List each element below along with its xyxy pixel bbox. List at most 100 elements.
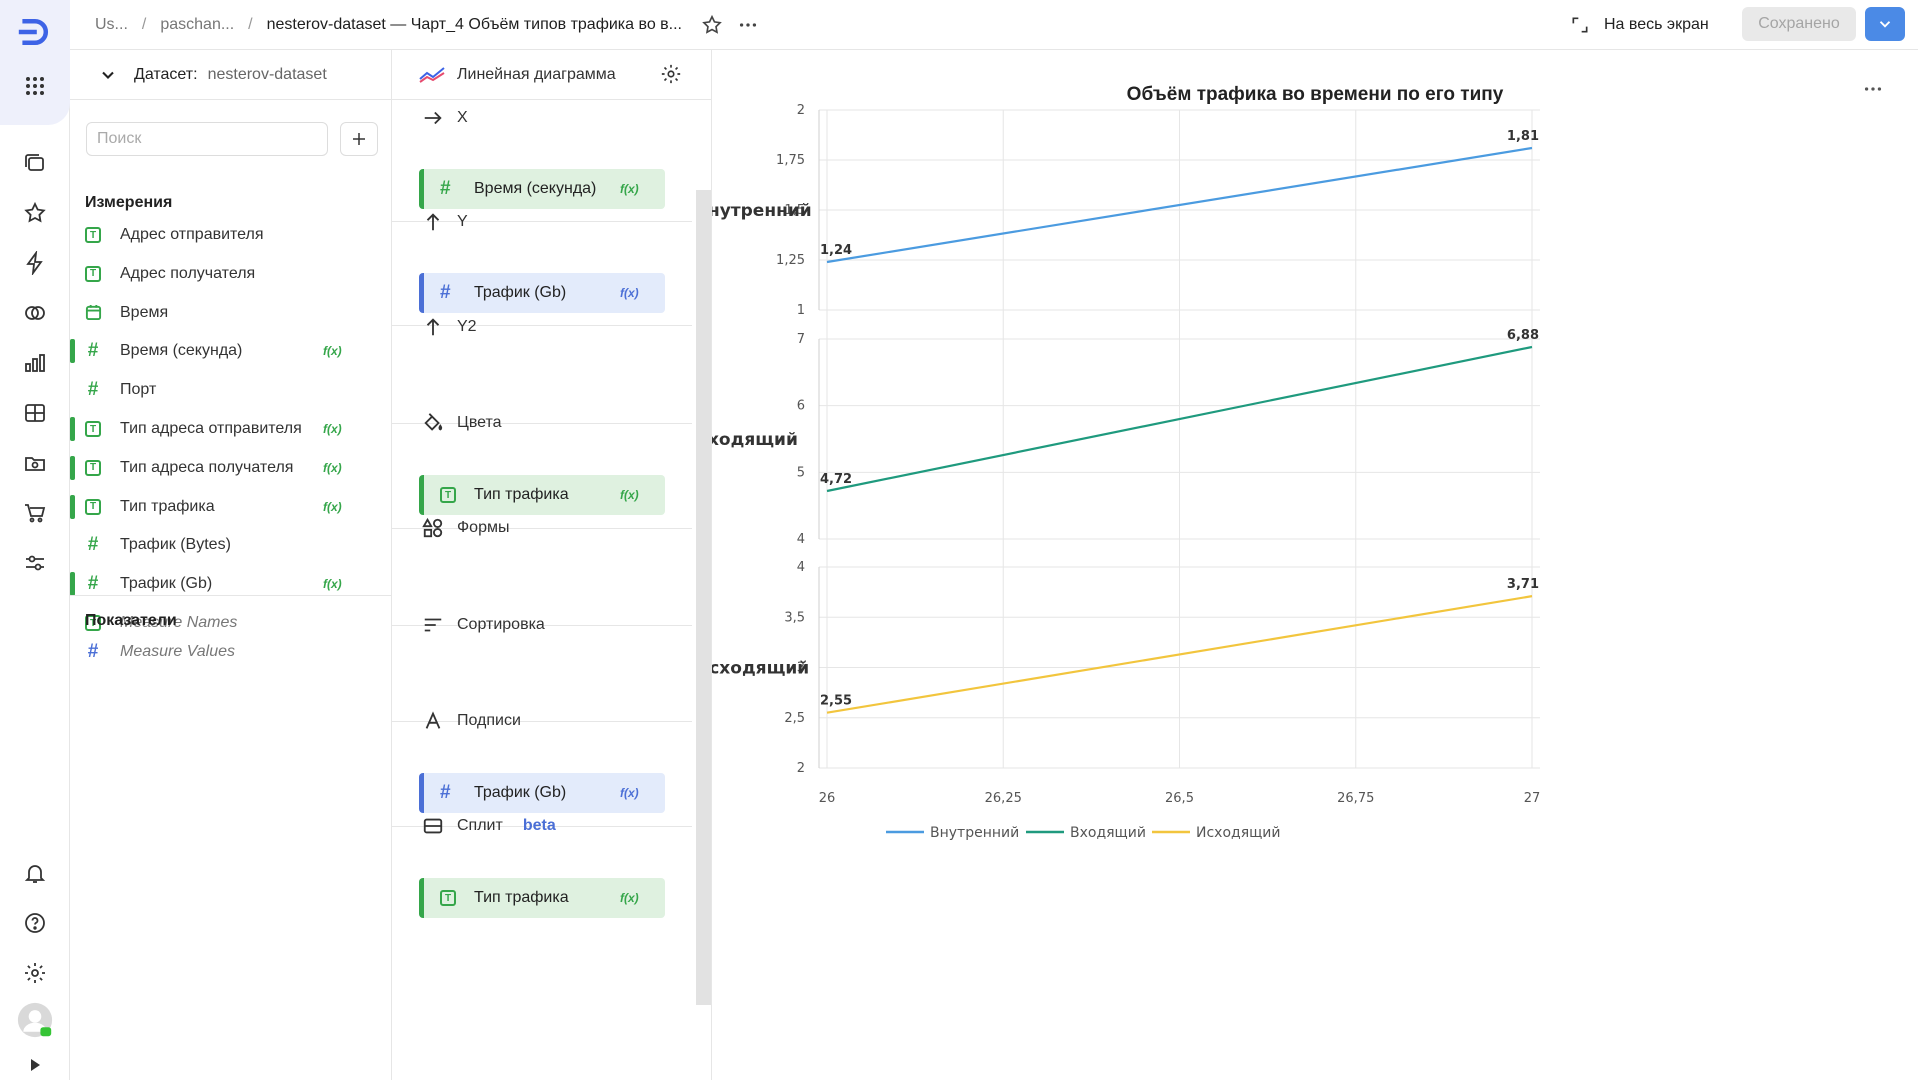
dimension-field[interactable]: # Порт: [70, 375, 392, 405]
y-tick-label: 7: [797, 332, 805, 347]
measure-field[interactable]: # Measure Values: [70, 637, 392, 667]
chart-more-icon[interactable]: [1862, 78, 1884, 105]
settings-gear-icon[interactable]: [17, 955, 53, 991]
more-actions-icon[interactable]: [734, 11, 762, 39]
split-label: Входящий: [712, 430, 798, 450]
field-name: Адрес получателя: [120, 264, 256, 282]
favorite-star-icon[interactable]: [698, 11, 726, 39]
calendar-icon: [84, 304, 102, 322]
dimension-field[interactable]: T Адрес отправителя: [70, 220, 392, 250]
nav-rail: [0, 0, 70, 1080]
help-icon[interactable]: [17, 905, 53, 941]
section-4: Цвета T Тип трафика f(x): [392, 413, 692, 529]
chip-field-name: Трафик (Gb): [474, 784, 567, 801]
section-title-label: Подписи: [457, 712, 521, 729]
section-title: Формы: [421, 516, 509, 540]
field-name: Тип трафика: [120, 497, 215, 515]
section-8: Сплит beta T Тип трафика f(x): [392, 817, 692, 1002]
datalens-logo-icon[interactable]: [17, 14, 53, 50]
arrow-up-icon: [421, 315, 445, 339]
section-2: Y # Трафик (Gb) f(x): [392, 213, 692, 326]
charts-icon[interactable]: [17, 345, 53, 381]
field-chip[interactable]: T Тип трафика f(x): [419, 475, 665, 515]
saved-button[interactable]: Сохранено: [1742, 7, 1856, 41]
sections-scrollbar[interactable]: [694, 140, 711, 1005]
dimensions-title: Измерения: [85, 194, 173, 211]
expand-rail-icon[interactable]: [17, 1054, 53, 1076]
x-tick-label: 26,5: [1165, 791, 1194, 806]
dashboards-icon[interactable]: [17, 395, 53, 431]
fullscreen-button[interactable]: На весь экран: [1570, 10, 1709, 40]
y-tick-label: 3: [797, 661, 805, 676]
notifications-bell-icon[interactable]: [17, 855, 53, 891]
marketplace-cart-icon[interactable]: [17, 495, 53, 531]
y-tick-label: 1,75: [776, 153, 805, 168]
line-chart: 2626,2526,526,752711,251,51,752Внутренни…: [712, 103, 1540, 841]
user-avatar[interactable]: [17, 1002, 53, 1038]
breadcrumb-folder[interactable]: paschan...: [160, 15, 235, 33]
field-chip[interactable]: # Трафик (Gb) f(x): [419, 273, 665, 313]
chevron-down-icon[interactable]: [98, 65, 118, 85]
section-1: X # Время (секунда) f(x): [392, 101, 692, 222]
field-chip[interactable]: T Тип трафика f(x): [419, 878, 665, 918]
series-line-2: [826, 345, 1533, 493]
apps-grid-icon[interactable]: [17, 68, 53, 104]
workbooks-icon[interactable]: [17, 445, 53, 481]
breadcrumb-root[interactable]: Us...: [95, 15, 128, 33]
favorites-star-icon[interactable]: [17, 195, 53, 231]
field-usage-marker: [70, 494, 75, 519]
dataset-name[interactable]: nesterov-dataset: [207, 65, 327, 83]
y-tick-label: 2,5: [784, 711, 805, 726]
sort-icon: [421, 613, 445, 637]
y-tick-label: 3,5: [784, 610, 805, 625]
scrollbar-thumb[interactable]: [696, 190, 711, 1005]
collections-icon[interactable]: [17, 145, 53, 181]
chip-field-name: Тип трафика: [474, 889, 569, 906]
series-line-3: [826, 595, 1533, 714]
field-name: Время: [120, 303, 169, 321]
dimension-field[interactable]: T Адрес получателя: [70, 259, 392, 289]
chip-field-name: Время (секунда): [474, 180, 597, 197]
formula-fx-icon: f(x): [620, 891, 639, 905]
dimension-field[interactable]: Время: [70, 298, 392, 328]
dimension-field[interactable]: T Measure Names: [70, 608, 392, 638]
section-title: Y2: [421, 315, 477, 339]
visualization-settings-gear-icon[interactable]: [660, 63, 682, 90]
chevron-down-icon: [1879, 21, 1891, 28]
section-title-label: Сплит: [457, 817, 503, 834]
field-search-input[interactable]: [86, 122, 328, 156]
field-chip[interactable]: # Трафик (Gb) f(x): [419, 773, 665, 813]
section-divider: [70, 595, 392, 596]
y-tick-label: 1,25: [776, 253, 805, 268]
connections-bolt-icon[interactable]: [17, 245, 53, 281]
add-field-button[interactable]: [340, 122, 378, 156]
text-type-icon: T: [440, 487, 456, 503]
field-chip[interactable]: # Время (секунда) f(x): [419, 169, 665, 209]
field-name: Трафик (Bytes): [120, 536, 231, 554]
text-type-icon: T: [84, 614, 102, 632]
dimension-field[interactable]: # Трафик (Bytes): [70, 530, 392, 560]
save-dropdown-button[interactable]: [1865, 7, 1905, 41]
field-usage-marker: [70, 339, 75, 364]
formula-fx-icon: f(x): [620, 286, 639, 300]
dimension-field[interactable]: T Тип адреса получателя f(x): [70, 453, 392, 483]
dataset-label: Датасет:: [134, 65, 198, 83]
dimension-field[interactable]: # Время (секунда) f(x): [70, 336, 392, 366]
dimension-field[interactable]: # Трафик (Gb) f(x): [70, 569, 392, 599]
formula-fx-icon: f(x): [323, 422, 342, 436]
fullscreen-label: На весь экран: [1604, 16, 1709, 33]
y-tick-label: 6: [797, 399, 805, 414]
visualization-header[interactable]: Линейная диаграмма: [392, 50, 711, 100]
field-usage-marker: [70, 572, 75, 597]
dimension-field[interactable]: T Тип адреса отправителя f(x): [70, 414, 392, 444]
dataset-panel: Датасет: nesterov-dataset Измерения T Адр…: [70, 50, 392, 1080]
section-6: Сортировка: [392, 616, 692, 722]
datasets-icon[interactable]: [17, 295, 53, 331]
section-3: Y2: [392, 318, 692, 424]
text-type-icon: T: [84, 420, 102, 438]
x-tick-label: 26,25: [985, 791, 1022, 806]
settings-sliders-icon[interactable]: [17, 545, 53, 581]
dataset-header[interactable]: Датасет: nesterov-dataset: [70, 50, 391, 100]
dimension-field[interactable]: T Тип трафика f(x): [70, 492, 392, 522]
data-label: 3,71: [1507, 577, 1539, 592]
